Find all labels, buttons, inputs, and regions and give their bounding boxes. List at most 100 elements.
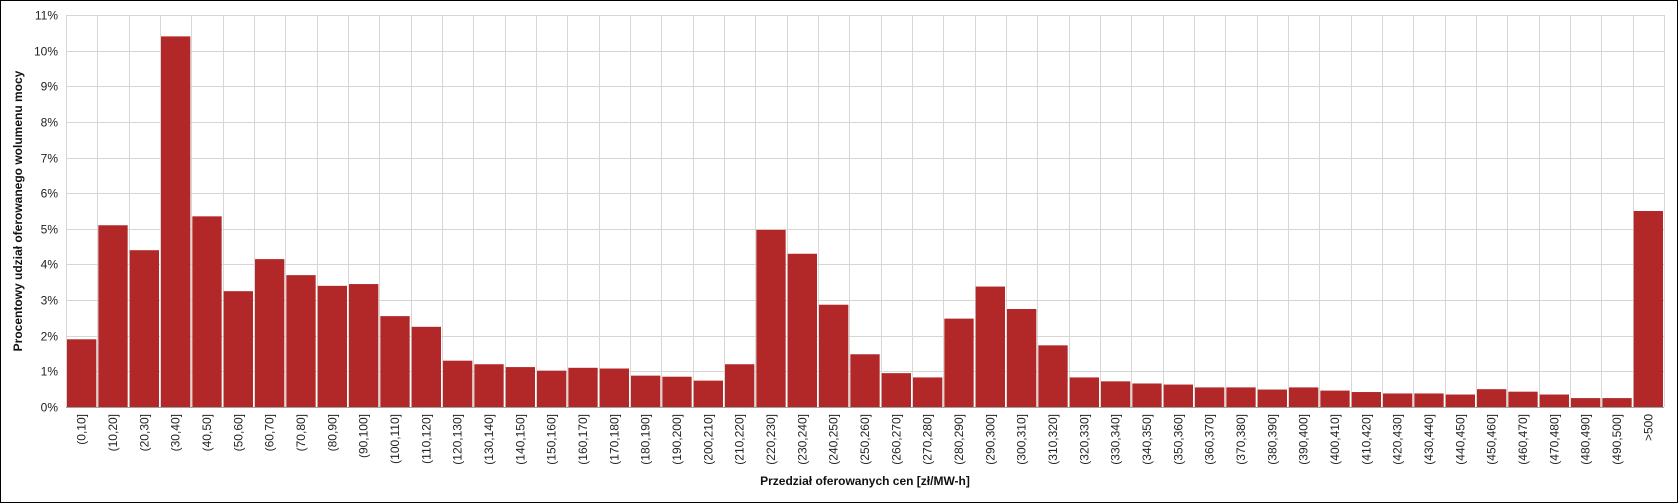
x-tick-label: (160,170] xyxy=(576,414,590,465)
bar xyxy=(1132,383,1162,407)
bar xyxy=(599,368,629,407)
bar xyxy=(1101,381,1131,407)
bar xyxy=(1477,389,1507,407)
x-tick-label: (0,10] xyxy=(75,414,89,445)
bar xyxy=(568,367,598,407)
bar xyxy=(631,375,661,407)
bar xyxy=(317,285,347,407)
bar xyxy=(662,376,692,407)
x-tick-label: (240,250] xyxy=(827,414,841,465)
bar xyxy=(1383,393,1413,407)
bar xyxy=(1602,398,1632,407)
x-tick-label: (140,150] xyxy=(513,414,527,465)
x-tick-label: (150,160] xyxy=(545,414,559,465)
bar xyxy=(1571,398,1601,407)
x-tick-label: (410,420] xyxy=(1359,414,1373,465)
bar xyxy=(1633,211,1663,407)
x-tick-label: (330,340] xyxy=(1109,414,1123,465)
bar xyxy=(192,216,222,407)
x-tick-label: (80,90] xyxy=(325,414,339,451)
y-tick-label: 0% xyxy=(41,401,59,415)
bar xyxy=(286,275,316,407)
x-tick-label: (430,440] xyxy=(1422,414,1436,465)
x-tick-label: (350,360] xyxy=(1171,414,1185,465)
y-tick-label: 9% xyxy=(41,80,59,94)
x-tick-label: (190,200] xyxy=(670,414,684,465)
x-tick-label: (460,470] xyxy=(1516,414,1530,465)
x-tick-label: (210,220] xyxy=(733,414,747,465)
bar xyxy=(255,259,285,407)
grid xyxy=(66,15,1665,408)
bar xyxy=(881,373,911,407)
bar xyxy=(1445,394,1475,407)
x-tick-label: (420,430] xyxy=(1391,414,1405,465)
bar xyxy=(819,304,849,407)
x-tick-label: (470,480] xyxy=(1547,414,1561,465)
x-tick-label: (370,380] xyxy=(1234,414,1248,465)
x-tick-label: (280,290] xyxy=(952,414,966,465)
x-tick-label: (110,120] xyxy=(419,414,433,464)
x-tick-label: (180,190] xyxy=(639,414,653,465)
bar xyxy=(1414,393,1444,407)
bar xyxy=(161,36,191,408)
x-tick-label: (20,30] xyxy=(137,414,151,451)
x-tick-label: (220,230] xyxy=(764,414,778,465)
x-tick-label: (230,240] xyxy=(795,414,809,465)
y-tick-label: 3% xyxy=(41,294,59,308)
bar xyxy=(787,253,817,407)
bar xyxy=(850,354,880,407)
x-tick-label: (270,280] xyxy=(921,414,935,465)
bars xyxy=(67,36,1663,408)
x-tick-label: (170,180] xyxy=(607,414,621,465)
x-tick-label: (340,350] xyxy=(1140,414,1154,465)
x-tick-label: (60,70] xyxy=(263,414,277,451)
x-tick-label: (450,460] xyxy=(1485,414,1499,465)
x-tick-label: (40,50] xyxy=(200,414,214,451)
bar xyxy=(349,284,379,407)
x-tick-label: (380,390] xyxy=(1265,414,1279,465)
bar xyxy=(725,364,755,407)
bar xyxy=(693,380,723,407)
bar xyxy=(756,229,786,407)
bar xyxy=(474,364,504,407)
bar xyxy=(380,316,410,407)
y-tick-label: 1% xyxy=(41,365,59,379)
x-tick-label: (310,320] xyxy=(1046,414,1060,465)
bar xyxy=(1320,390,1350,407)
x-tick-label: (70,80] xyxy=(294,414,308,451)
bar xyxy=(98,225,128,407)
bar xyxy=(223,291,253,407)
bar xyxy=(975,286,1005,407)
bar xyxy=(1257,389,1287,407)
y-tick-label: 7% xyxy=(41,152,59,166)
x-tick-label: (30,40] xyxy=(169,414,183,451)
x-tick-label: (120,130] xyxy=(451,414,465,465)
bar xyxy=(411,326,441,407)
x-tick-label: (100,110] xyxy=(388,414,402,464)
bar xyxy=(1289,387,1319,407)
y-tick-label: 4% xyxy=(41,258,59,272)
x-tick-label: (130,140] xyxy=(482,414,496,465)
bar xyxy=(1508,391,1538,407)
bar xyxy=(1007,309,1037,407)
x-tick-labels: (0,10] (10,20] (20,30] (30,40] (40,50] (50,60… xyxy=(75,414,1656,465)
x-tick-label: (260,270] xyxy=(889,414,903,465)
bar xyxy=(67,339,97,407)
bar xyxy=(443,360,473,407)
x-tick-label: (90,100] xyxy=(357,414,371,458)
bar xyxy=(129,250,159,407)
bar xyxy=(505,367,535,407)
x-tick-label: (360,370] xyxy=(1203,414,1217,465)
y-tick-labels: 0% 1% 2% 3% 4% 5% 6% 7% 8% 9% 10% 11% xyxy=(34,9,58,415)
x-tick-label: (10,20] xyxy=(106,414,120,451)
x-tick-label: >500 xyxy=(1641,414,1655,441)
bar xyxy=(1351,392,1381,407)
x-tick-label: (200,210] xyxy=(701,414,715,465)
x-tick-label: (300,310] xyxy=(1015,414,1029,465)
x-tick-label: (490,500] xyxy=(1610,414,1624,465)
x-tick-label: (440,450] xyxy=(1453,414,1467,465)
y-tick-label: 6% xyxy=(41,187,59,201)
bar xyxy=(1163,384,1193,407)
